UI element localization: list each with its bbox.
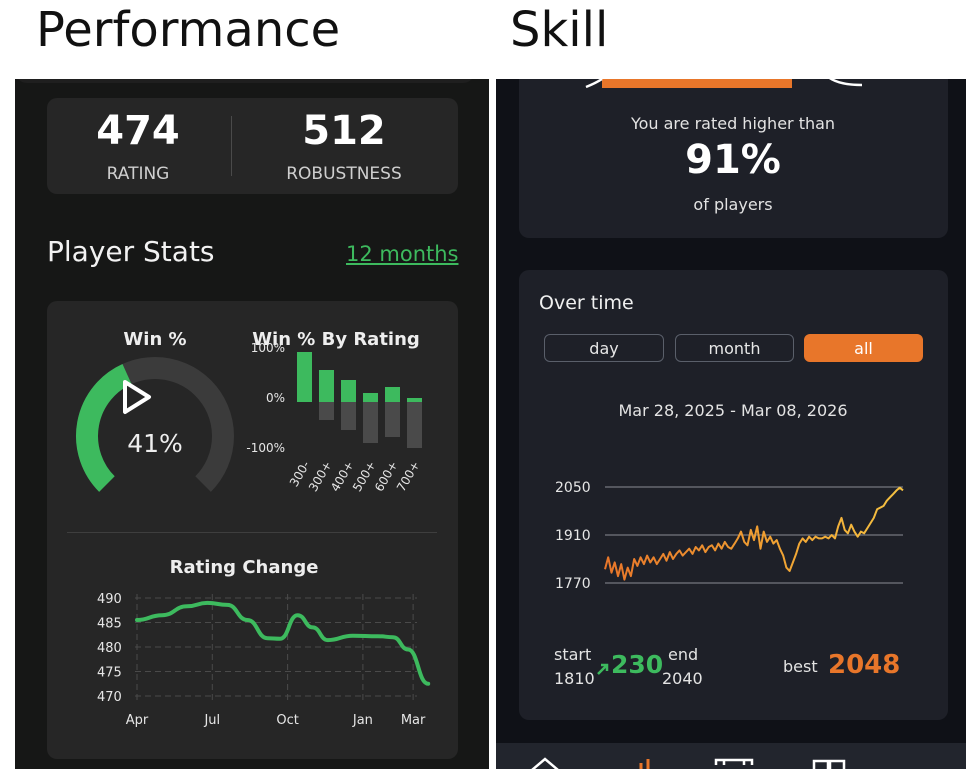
player-stats-card: Win % 41% Win % By Rating 100% 0% -100% 300… bbox=[47, 301, 458, 759]
change-value: 230 bbox=[611, 650, 664, 679]
loss-bar bbox=[363, 402, 378, 443]
skill-over-time-chart: 2050 1910 1770 bbox=[555, 480, 904, 592]
loss-bar bbox=[341, 402, 356, 430]
skill-y-tick: 1770 bbox=[555, 576, 591, 592]
loss-bar bbox=[407, 402, 422, 448]
wbr-y-tick: 0% bbox=[266, 391, 285, 405]
book-icon[interactable] bbox=[812, 759, 846, 769]
skill-heading: Skill bbox=[510, 2, 609, 58]
performance-screenshot: 474 RATING 512 ROBUSTNESS Player Stats 1… bbox=[15, 79, 489, 769]
home-icon[interactable] bbox=[530, 757, 560, 769]
bottom-nav-bar bbox=[496, 743, 966, 769]
skill-y-tick: 2050 bbox=[555, 480, 591, 496]
rc-y-tick: 485 bbox=[97, 617, 122, 632]
performance-heading: Performance bbox=[36, 2, 341, 58]
over-time-title: Over time bbox=[539, 292, 634, 314]
rating-label: RATING bbox=[106, 164, 170, 184]
win-bar bbox=[385, 387, 400, 402]
win-bar bbox=[407, 398, 422, 402]
rc-y-tick: 470 bbox=[97, 690, 122, 705]
end-value: 2040 bbox=[662, 669, 703, 688]
skill-y-tick: 1910 bbox=[555, 528, 591, 544]
trend-up-icon bbox=[597, 663, 609, 675]
skill-screenshot: You are rated higher than 91% of players… bbox=[496, 79, 966, 769]
rating-change-line bbox=[135, 600, 431, 686]
rating-change-title: Rating Change bbox=[169, 557, 319, 578]
robustness-label: ROBUSTNESS bbox=[286, 164, 402, 184]
rating-summary-card: 474 RATING 512 ROBUSTNESS bbox=[47, 98, 458, 194]
wbr-y-tick: -100% bbox=[246, 441, 285, 455]
win-by-rating-chart: 100%0%-100%300-300+400+500+600+700+ bbox=[246, 341, 423, 495]
win-bar bbox=[297, 352, 312, 402]
gauge-orange-segment bbox=[602, 79, 792, 88]
start-label: start bbox=[554, 645, 592, 664]
skill-line bbox=[604, 486, 904, 581]
of-players-text: of players bbox=[693, 195, 773, 214]
rc-x-tick: Mar bbox=[401, 713, 426, 728]
win-bar bbox=[341, 380, 356, 402]
best-label: best bbox=[783, 657, 818, 676]
percentile-value: 91% bbox=[685, 137, 781, 183]
trophy-icon[interactable] bbox=[714, 758, 754, 769]
win-by-rating-title: Win % By Rating bbox=[252, 329, 420, 350]
rc-x-tick: Oct bbox=[276, 713, 298, 728]
loss-bar bbox=[319, 402, 334, 420]
play-icon[interactable] bbox=[119, 379, 155, 415]
rc-x-tick: Apr bbox=[126, 713, 149, 728]
rc-y-tick: 475 bbox=[97, 666, 122, 681]
percentile-card: You are rated higher than 91% of players bbox=[519, 79, 948, 238]
stats-divider bbox=[67, 532, 437, 533]
rc-x-tick: Jan bbox=[352, 713, 373, 728]
wbr-x-tick: 700+ bbox=[394, 459, 423, 495]
gauge-arc-right bbox=[829, 79, 863, 87]
gauge-arc-left bbox=[585, 79, 603, 89]
rc-y-tick: 480 bbox=[97, 641, 122, 656]
tab-all[interactable]: all bbox=[804, 334, 923, 362]
rc-x-tick: Jul bbox=[203, 713, 220, 728]
win-pct-title: Win % bbox=[123, 329, 187, 350]
best-value: 2048 bbox=[828, 650, 901, 680]
rating-value: 474 bbox=[96, 108, 180, 154]
rating-change-chart: 490 485 480 475 470 Apr Jul Oct Jan Mar bbox=[97, 592, 431, 728]
win-pct-value: 41% bbox=[127, 429, 183, 458]
player-stats-title: Player Stats bbox=[47, 235, 215, 268]
robustness-value: 512 bbox=[302, 108, 386, 154]
previous-card-edge bbox=[15, 79, 475, 83]
date-range: Mar 28, 2025 - Mar 08, 2026 bbox=[618, 401, 848, 420]
loss-bar bbox=[385, 402, 400, 437]
rc-y-tick: 490 bbox=[97, 592, 122, 607]
gauge-fill bbox=[76, 363, 132, 492]
stats-icon[interactable] bbox=[638, 759, 652, 769]
end-label: end bbox=[668, 645, 699, 664]
win-bar bbox=[319, 370, 334, 402]
tab-month[interactable]: month bbox=[675, 334, 794, 362]
summary-divider bbox=[231, 116, 232, 176]
tab-day[interactable]: day bbox=[544, 334, 664, 362]
win-bar bbox=[363, 393, 378, 402]
wbr-y-tick: 100% bbox=[251, 341, 285, 355]
period-link[interactable]: 12 months bbox=[346, 242, 459, 266]
start-value: 1810 bbox=[554, 669, 595, 688]
rated-higher-text: You are rated higher than bbox=[630, 114, 836, 133]
win-pct-gauge bbox=[76, 357, 234, 492]
